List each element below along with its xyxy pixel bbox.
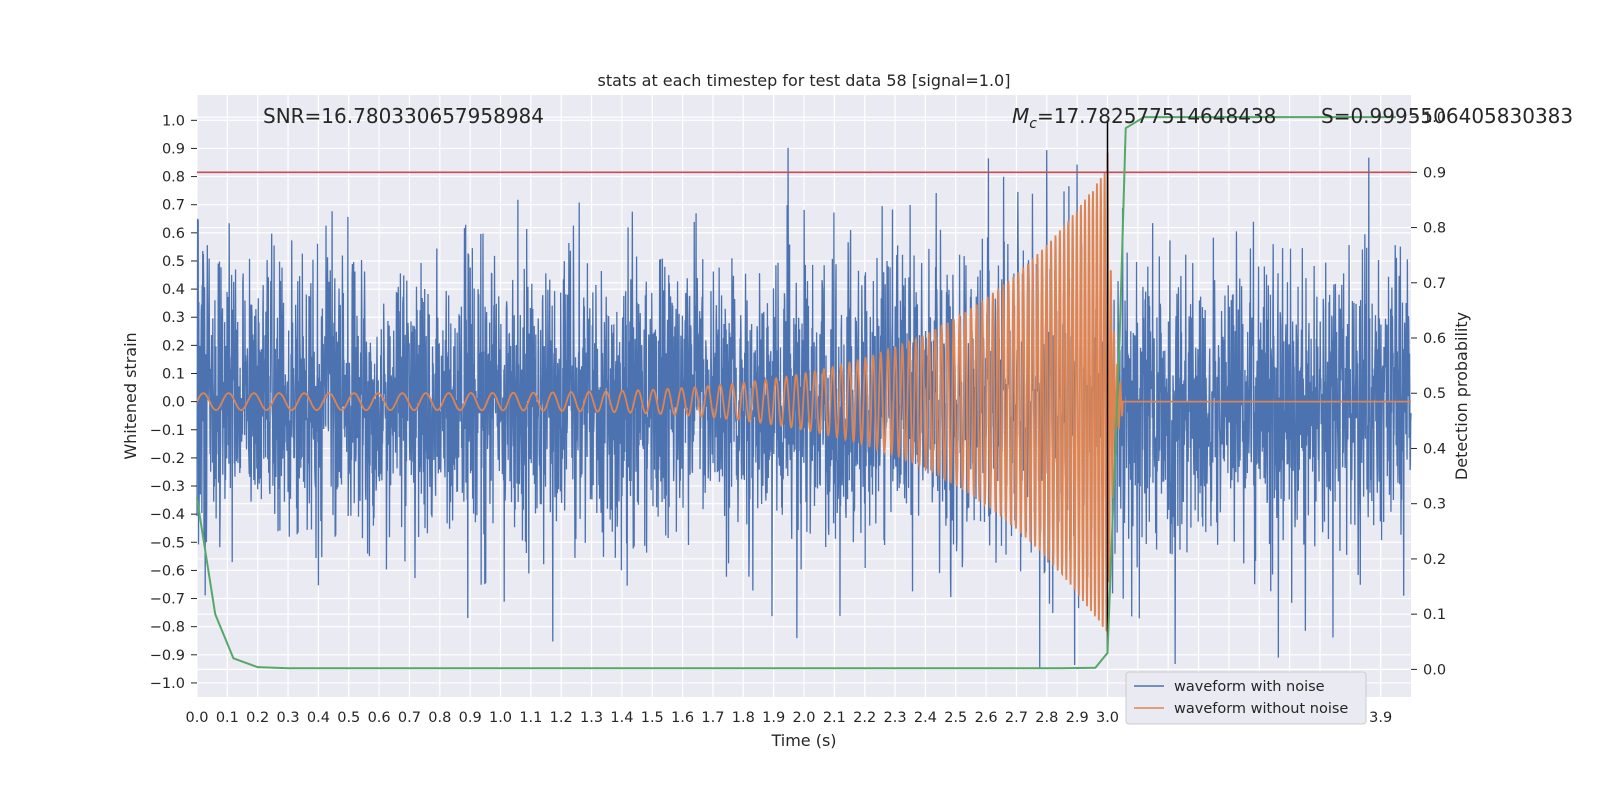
y-tick-label: −0.1	[150, 423, 185, 439]
x-tick-label: 1.8	[732, 710, 755, 726]
x-tick-label: 2.3	[884, 710, 907, 726]
right-y-ticks: 1.0 0.9 0.8 0.7 0.6 0.5 0.4 0.3 0.2 0.1 0.0	[1411, 110, 1446, 678]
y-tick-label: −0.2	[150, 451, 185, 467]
x-tick-label: 2.2	[853, 710, 876, 726]
right-y-tick-label: 0.0	[1423, 662, 1446, 678]
y-tick-label: 0.6	[162, 226, 185, 242]
y-tick-label: 0.0	[162, 395, 185, 411]
x-tick-label: 1.4	[610, 710, 633, 726]
y-tick-label: −0.5	[150, 535, 185, 551]
x-tick-label: 2.5	[944, 710, 967, 726]
y-tick-label: 0.3	[162, 310, 185, 326]
x-tick-label: 1.3	[580, 710, 603, 726]
clean-waveform-line	[196, 152, 1411, 632]
score-annotation: S=0.9995506405830383	[1321, 104, 1573, 128]
legend-label-noisy: waveform with noise	[1174, 679, 1325, 695]
x-tick-label: 1.5	[641, 710, 664, 726]
x-tick-label: 0.1	[216, 710, 239, 726]
y-tick-label: −1.0	[150, 676, 185, 692]
right-y-tick-label: 0.5	[1423, 386, 1446, 402]
y-tick-label: −0.8	[150, 620, 185, 636]
x-tick-label: 1.7	[701, 710, 724, 726]
x-tick-label: 0.2	[246, 710, 269, 726]
y-tick-label: −0.9	[150, 648, 185, 664]
legend: waveform with noise waveform without noi…	[1125, 671, 1367, 725]
right-y-tick-label: 0.2	[1423, 552, 1446, 568]
right-y-tick-label: 1.0	[1423, 110, 1446, 126]
chirp-mass-subscript: c	[1029, 116, 1037, 132]
detection-probability-line	[196, 116, 1396, 670]
right-y-tick-label: 0.6	[1423, 331, 1446, 347]
y-tick-label: 0.1	[162, 366, 185, 382]
y-tick-label: −0.3	[150, 479, 185, 495]
legend-box	[1125, 671, 1367, 725]
x-tick-label: 1.9	[762, 710, 785, 726]
y-tick-label: 0.2	[162, 338, 185, 354]
x-tick-label: 0.9	[459, 710, 482, 726]
y-ticks: 1.0 0.9 0.8 0.7 0.6 0.5 0.4 0.3 0.2 0.1 0.0 −0.1 −0.…	[150, 113, 197, 692]
legend-label-clean: waveform without noise	[1174, 701, 1348, 717]
x-tick-label: 3.9	[1369, 710, 1392, 726]
chart-title: stats at each timestep for test data 58 …	[598, 71, 1011, 90]
noisy-waveform-line	[196, 147, 1412, 669]
y-tick-label: 0.7	[162, 198, 185, 214]
y-axis-label: Whitened strain	[121, 332, 140, 459]
y-tick-label: 0.9	[162, 141, 185, 157]
x-tick-label: 2.0	[792, 710, 815, 726]
chirp-mass-annotation: Mc=17.782577514648438	[1012, 104, 1276, 132]
chirp-mass-value: =17.782577514648438	[1037, 104, 1276, 128]
right-y-tick-label: 0.8	[1423, 221, 1446, 237]
x-tick-label: 1.0	[489, 710, 512, 726]
x-tick-label: 0.6	[368, 710, 391, 726]
chirp-mass-symbol: M	[1012, 104, 1029, 128]
x-tick-label: 3.0	[1096, 710, 1119, 726]
clean-waveform-layer	[196, 152, 1411, 632]
right-y-tick-label: 0.7	[1423, 276, 1446, 292]
x-tick-label: 0.7	[398, 710, 421, 726]
y-tick-label: −0.6	[150, 563, 185, 579]
right-y-tick-label: 0.4	[1423, 441, 1446, 457]
y-tick-label: 0.4	[162, 282, 185, 298]
y-tick-label: 0.8	[162, 170, 185, 186]
x-tick-label: 2.4	[914, 710, 937, 726]
right-y-tick-label: 0.3	[1423, 497, 1446, 513]
y-tick-label: −0.4	[150, 507, 185, 523]
x-tick-label: 0.8	[428, 710, 451, 726]
x-tick-label: 2.6	[975, 710, 998, 726]
x-tick-label: 0.4	[307, 710, 330, 726]
x-tick-label: 0.3	[277, 710, 300, 726]
snr-annotation: SNR=16.780330657958984	[263, 104, 544, 128]
x-tick-label: 2.9	[1066, 710, 1089, 726]
y-tick-label: −0.7	[150, 592, 185, 608]
x-tick-label: 2.7	[1005, 710, 1028, 726]
right-y-axis-label: Detection probability	[1452, 312, 1471, 480]
x-tick-label: 1.1	[519, 710, 542, 726]
y-tick-label: 1.0	[162, 113, 185, 129]
x-tick-label: 0.5	[337, 710, 360, 726]
detection-probability-layer	[196, 116, 1411, 670]
x-tick-label: 2.8	[1035, 710, 1058, 726]
right-y-tick-label: 0.9	[1423, 165, 1446, 181]
x-tick-label: 1.2	[550, 710, 573, 726]
right-y-tick-label: 0.1	[1423, 607, 1446, 623]
y-tick-label: 0.5	[162, 254, 185, 270]
x-tick-label: 0.0	[185, 710, 208, 726]
noisy-waveform-layer	[196, 147, 1412, 669]
x-tick-label: 1.6	[671, 710, 694, 726]
x-tick-label: 2.1	[823, 710, 846, 726]
x-axis-label: Time (s)	[770, 731, 836, 750]
